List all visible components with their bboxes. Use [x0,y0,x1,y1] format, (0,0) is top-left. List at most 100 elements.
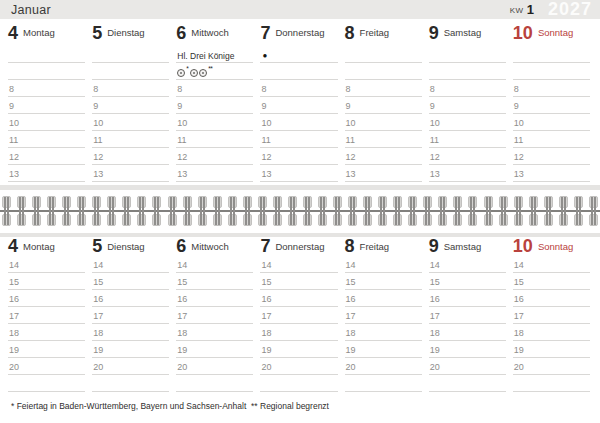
staple-part [549,197,551,225]
day-column-montag: 4Montag8910111213 [8,19,85,182]
time-slot-row: 17 [176,307,253,324]
time-label: 19 [514,346,524,355]
staple-part [142,197,144,225]
binding-staple [198,196,207,226]
day-name: Dienstag [107,241,145,252]
time-slot-row: 8 [92,80,169,97]
year-label: 2027 [548,0,592,19]
time-label: 16 [177,295,187,304]
time-slot-row: 20 [345,358,422,375]
note-row [8,63,85,80]
staple-part [425,197,427,225]
time-label: 18 [346,329,356,338]
region-circle-icon [190,69,198,77]
staple-part [260,197,262,225]
time-label: 19 [346,346,356,355]
staple-part [579,197,581,225]
time-label: 18 [93,329,103,338]
time-label: 14 [93,261,103,270]
staple-part [4,197,6,225]
time-slot-row: 19 [176,341,253,358]
time-label: 20 [177,363,187,372]
binding-staple [423,196,432,226]
staple-part [501,197,503,225]
staple-part [323,197,325,225]
time-slot-row: 14 [92,256,169,273]
note-row [345,375,422,392]
time-slot-row: 11 [345,131,422,148]
day-column-donnerstag: 7Donnerstag14151617181920 [260,236,337,392]
staple-part [263,197,265,225]
footnote-marker: * [186,66,188,73]
time-slot-row: 16 [8,290,85,307]
time-label: 15 [177,278,187,287]
time-slot-row: 16 [92,290,169,307]
binding-staple [137,196,146,226]
time-slot-row: 10 [8,114,85,131]
time-slot-row: 17 [429,307,506,324]
day-column-sonntag: 10Sonntag14151617181920 [513,236,590,392]
day-number: 6 [176,24,186,42]
day-name: Donnerstag [275,27,324,38]
time-label: 17 [514,312,524,321]
time-slot-row: 9 [92,97,169,114]
time-slot-row: 13 [345,165,422,182]
staple-part [215,197,217,225]
note-row [513,375,590,392]
time-slot-row: 19 [345,341,422,358]
staple-part [458,197,460,225]
staple-part [185,197,187,225]
time-label: 13 [177,170,187,179]
day-number: 9 [429,237,439,255]
time-label: 19 [177,346,187,355]
binding-staple [213,196,222,226]
time-label: 14 [430,261,440,270]
time-slot-row: 14 [429,256,506,273]
time-slot-row: 10 [513,114,590,131]
day-name: Sonntag [538,241,573,252]
staple-part [320,197,322,225]
time-label: 15 [9,278,19,287]
time-slot-row: 14 [345,256,422,273]
staple-part [561,197,563,225]
time-label: 15 [93,278,103,287]
time-label: 13 [261,170,271,179]
note-row [345,46,422,63]
day-header: 4Montag [8,236,85,256]
staple-part [428,197,430,225]
staple-part [338,197,340,225]
time-slot-row: 20 [260,358,337,375]
time-slot-row: 10 [429,114,506,131]
time-label: 10 [9,119,19,128]
time-slot-row: 18 [513,324,590,341]
time-label: 9 [430,102,435,111]
binding-staple [393,196,402,226]
time-label: 14 [177,261,187,270]
staple-part [170,197,172,225]
time-slot-row: 13 [176,165,253,182]
time-slot-row: 18 [260,324,337,341]
binding-staple [288,196,297,226]
time-label: 9 [514,102,519,111]
time-slot-row: 9 [8,97,85,114]
staple-part [157,197,159,225]
day-header: 5Dienstag [92,19,169,46]
time-label: 14 [261,261,271,270]
time-slot-row: 12 [345,148,422,165]
time-slot-row: 18 [176,324,253,341]
day-header: 6Mittwoch [176,236,253,256]
binding-staple [484,196,493,226]
region-circle-icon [177,69,185,77]
time-slot-row: 19 [92,341,169,358]
time-label: 12 [346,153,356,162]
week-label: KW [510,4,524,15]
staple-part [443,197,445,225]
day-header: 6Mittwoch [176,19,253,46]
time-label: 10 [514,119,524,128]
time-slot-row: 20 [176,358,253,375]
note-row [260,63,337,80]
time-slot-row: 16 [513,290,590,307]
time-slot-row: 12 [429,148,506,165]
note-row [429,375,506,392]
note-row [429,46,506,63]
